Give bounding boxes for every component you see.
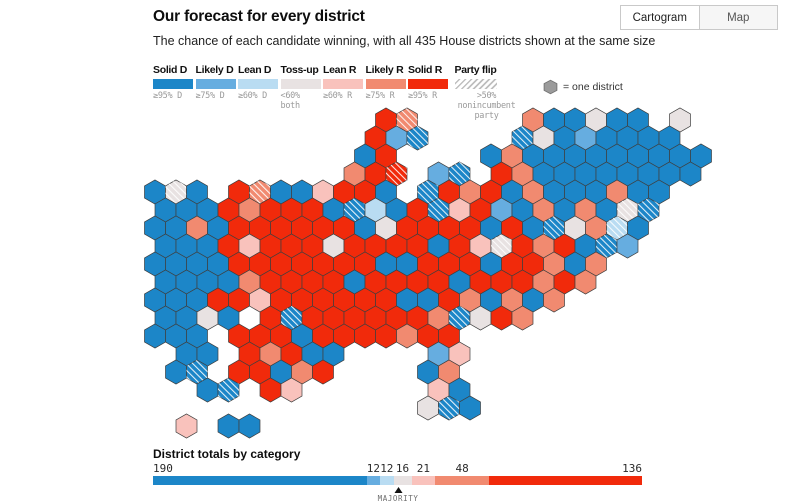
district-hex[interactable] <box>543 287 565 313</box>
totals-bar-value: 190 <box>153 462 173 475</box>
totals-bar-value: 12 <box>366 462 380 475</box>
unit-label: = one district <box>563 81 623 93</box>
party-flip-hatch <box>512 125 533 151</box>
party-flip-hatch <box>344 197 365 223</box>
legend-item-likely-d: Likely D ≥75% D <box>195 64 236 101</box>
legend-sublabel: ≥95% D <box>153 91 182 101</box>
legend-sublabel: >50% nonincumbent party <box>457 91 516 122</box>
district-hex[interactable] <box>238 413 261 439</box>
totals-bar-segment-lean_r <box>411 476 436 485</box>
totals-bar-value: 48 <box>455 462 469 475</box>
party-flip-hatch <box>218 377 239 403</box>
totals-title: District totals by category <box>153 447 301 461</box>
district-hex[interactable] <box>616 233 639 259</box>
party-flip-hatch <box>449 161 470 187</box>
legend-item-solid-d: Solid D ≥95% D <box>153 64 193 101</box>
legend-label: Lean R <box>323 64 357 76</box>
page-subtitle: The chance of each candidate winning, wi… <box>153 34 656 48</box>
totals-bar-segment-solid_r <box>489 476 642 485</box>
majority-label: MAJORITY <box>377 494 419 503</box>
legend-swatch-likely-d <box>195 79 236 89</box>
totals-bar-segment-lean_d <box>380 476 394 485</box>
totals-bar-segment-solid_d <box>153 476 367 485</box>
district-hex[interactable] <box>217 413 240 439</box>
party-flip-hatch <box>165 179 187 205</box>
party-flip-hatch <box>396 107 418 133</box>
totals-bar <box>153 476 642 485</box>
party-flip-hatch <box>249 179 271 205</box>
legend-sublabel: ≥75% R <box>365 91 395 101</box>
legend-label: Solid R <box>408 64 443 76</box>
district-hex[interactable] <box>574 269 597 295</box>
page-title: Our forecast for every district <box>153 8 365 25</box>
district-hex[interactable] <box>312 359 334 385</box>
legend-item-solid-r: Solid R ≥95% R <box>408 64 448 101</box>
legend-label: Party flip <box>454 64 497 76</box>
party-flip-hatch <box>281 305 302 331</box>
legend-item-lean-d: Lean D ≥60% D <box>238 64 278 101</box>
legend: Solid D ≥95% D Likely D ≥75% D Lean D ≥6… <box>153 64 623 122</box>
legend-sublabel: ≥60% D <box>238 91 267 101</box>
majority-triangle-icon <box>394 487 403 493</box>
party-flip-hatch <box>596 233 617 259</box>
legend-swatch-solid-d <box>153 79 193 89</box>
party-flip-hatch <box>543 215 565 241</box>
party-flip-hatch <box>606 215 628 241</box>
district-hex[interactable] <box>280 377 303 403</box>
legend-item-likely-r: Likely R ≥75% R <box>365 64 406 101</box>
totals-bar-value: 136 <box>622 462 642 475</box>
totals-bar-values: 190 12 12 16 21 48 136 <box>153 462 642 475</box>
tab-map[interactable]: Map <box>699 6 777 29</box>
totals-bar-segment-tossup <box>393 476 412 485</box>
legend-label: Solid D <box>153 64 188 76</box>
party-flip-hatch <box>407 125 428 151</box>
party-flip-hatch <box>386 161 407 187</box>
legend-label: Toss-up <box>280 64 319 76</box>
tab-cartogram[interactable]: Cartogram <box>621 6 700 29</box>
legend-sublabel: ≥95% R <box>408 91 437 101</box>
party-flip-hatch <box>428 197 449 223</box>
legend-sublabel: ≥60% R <box>323 91 352 101</box>
legend-label: Likely R <box>365 64 404 76</box>
district-hex[interactable] <box>175 413 198 439</box>
totals-bar-area: 190 12 12 16 21 48 136 MAJORITY <box>153 462 642 503</box>
totals-bar-value: 12 <box>380 462 394 475</box>
legend-swatch-lean-d <box>238 79 278 89</box>
party-flip-hatch <box>491 233 512 259</box>
legend-swatch-lean-r <box>323 79 363 89</box>
view-toggle: Cartogram Map <box>620 5 778 30</box>
legend-swatch-likely-r <box>365 79 406 89</box>
district-hex[interactable] <box>679 161 702 187</box>
cartogram-map[interactable] <box>0 100 800 448</box>
legend-label: Likely D <box>195 64 234 76</box>
legend-sublabel: ≥75% D <box>195 91 225 101</box>
party-flip-hatch <box>449 305 470 331</box>
legend-sublabel: <60% both <box>280 91 301 112</box>
legend-item-party-flip: Party flip >50% nonincumbent party <box>454 64 519 122</box>
district-hex[interactable] <box>511 305 534 331</box>
legend-swatch-solid-r <box>408 79 448 89</box>
legend-swatch-tossup <box>280 79 321 89</box>
legend-item-tossup: Toss-up <60% both <box>280 64 321 112</box>
legend-unit: = one district <box>543 79 623 95</box>
party-flip-hatch <box>417 179 439 205</box>
majority-marker: MAJORITY <box>378 487 419 503</box>
district-hex[interactable] <box>459 395 481 421</box>
hexagon-icon <box>543 79 558 95</box>
legend-item-lean-r: Lean R ≥60% R <box>323 64 363 101</box>
party-flip-hatch <box>438 395 460 421</box>
party-flip-hatch-swatch <box>454 79 497 89</box>
party-flip-hatch <box>638 197 659 223</box>
totals-bar-segment-likely_r <box>435 476 490 485</box>
totals-bar-value: 21 <box>416 462 430 475</box>
totals-bar-value: 16 <box>395 462 410 475</box>
party-flip-hatch <box>186 359 208 385</box>
legend-label: Lean D <box>238 64 272 76</box>
totals-bar-segment-likely_d <box>366 476 381 485</box>
party-flip-hatch <box>617 197 638 223</box>
